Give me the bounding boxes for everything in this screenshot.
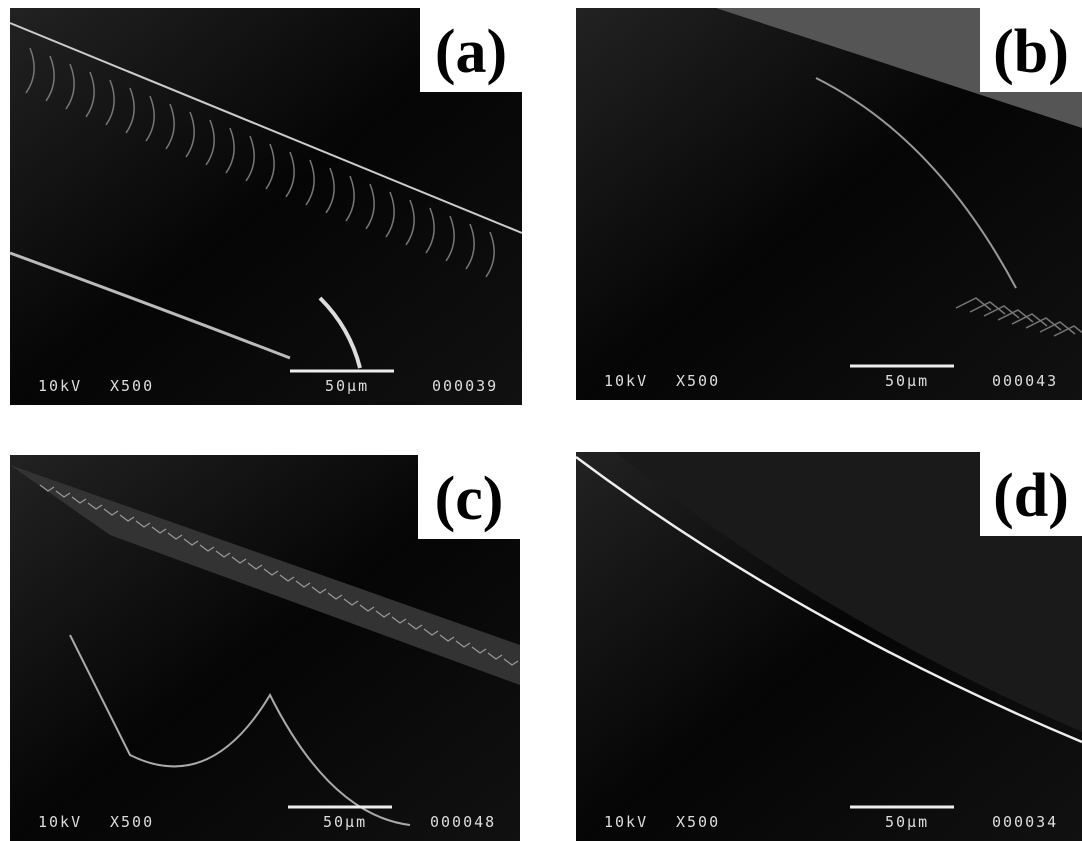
panel-label: (b) (993, 18, 1069, 86)
micrograph-panel: (b) 10kV X500 50µm 000043 (576, 8, 1082, 400)
image-number: 000043 (992, 372, 1058, 390)
image-number: 000048 (430, 813, 496, 831)
micrograph-panel: (d) 10kV X500 50µm 000034 (576, 452, 1082, 841)
figure: (a) 10kV X500 50µm 000039 (b) 10kV X500 50µm 0000… (0, 0, 1082, 841)
magnification: X500 (676, 372, 720, 390)
panel-label: (a) (435, 18, 507, 86)
voltage: 10kV (604, 372, 648, 390)
micrograph-panel: (a) 10kV X500 50µm 000039 (10, 8, 522, 405)
scale-label: 50µm (323, 813, 367, 831)
panel-label: (c) (435, 465, 504, 533)
voltage: 10kV (38, 377, 82, 395)
panel-label: (d) (993, 462, 1069, 530)
scale-label: 50µm (885, 372, 929, 390)
magnification: X500 (110, 377, 154, 395)
magnification: X500 (110, 813, 154, 831)
scale-label: 50µm (885, 813, 929, 831)
voltage: 10kV (38, 813, 82, 831)
image-number: 000034 (992, 813, 1058, 831)
voltage: 10kV (604, 813, 648, 831)
scale-label: 50µm (325, 377, 369, 395)
magnification: X500 (676, 813, 720, 831)
image-number: 000039 (432, 377, 498, 395)
micrograph-panel: (c) 10kV X500 50µm 000048 (10, 455, 520, 841)
